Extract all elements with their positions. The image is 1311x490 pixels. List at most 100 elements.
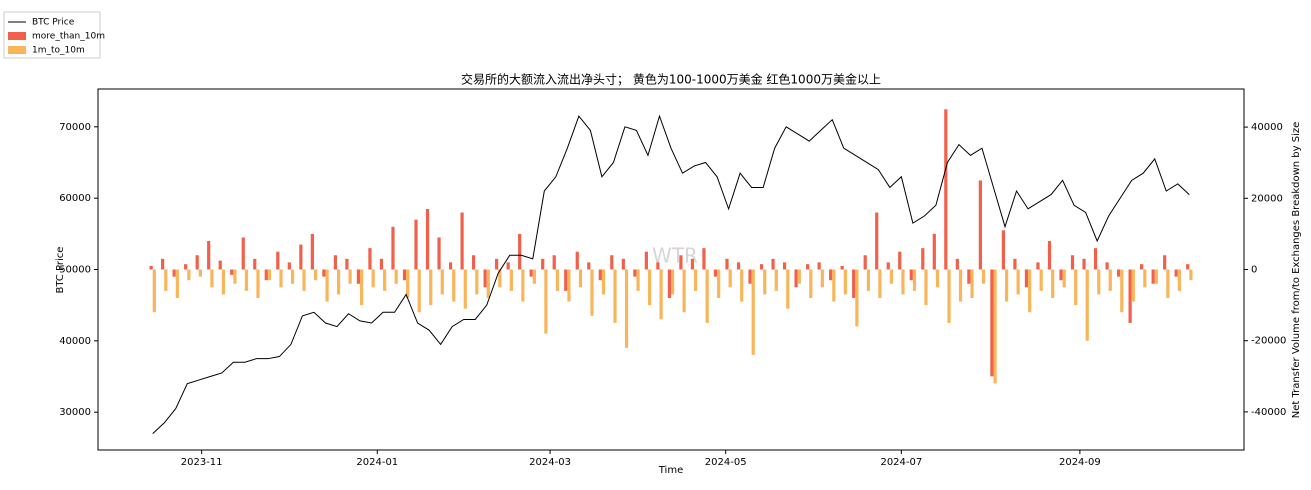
bar bbox=[406, 269, 410, 298]
bar bbox=[1013, 258, 1017, 270]
bar bbox=[1062, 269, 1066, 288]
legend-label: BTC Price bbox=[32, 18, 75, 28]
bar bbox=[518, 233, 522, 270]
bar bbox=[172, 269, 176, 277]
bar bbox=[555, 269, 560, 291]
bar bbox=[1108, 269, 1112, 291]
bar bbox=[336, 269, 341, 295]
bar bbox=[498, 269, 502, 288]
bar bbox=[506, 262, 510, 270]
x-tick-label: 2024-07 bbox=[880, 457, 922, 468]
bar bbox=[921, 248, 925, 270]
bar bbox=[575, 251, 579, 270]
bar bbox=[1005, 269, 1009, 302]
bar bbox=[855, 269, 859, 327]
y-axis-label: BTC Price bbox=[55, 247, 66, 294]
x-axis-label: Time bbox=[658, 465, 683, 476]
bar bbox=[717, 269, 721, 298]
bar bbox=[671, 269, 675, 295]
bar bbox=[889, 269, 894, 284]
bar bbox=[495, 258, 499, 270]
bar bbox=[1082, 258, 1086, 270]
bar bbox=[1166, 269, 1170, 298]
y2-tick-label: 20000 bbox=[1251, 193, 1283, 204]
bar bbox=[806, 264, 810, 270]
bar bbox=[348, 269, 352, 284]
bar bbox=[210, 269, 214, 288]
bar bbox=[290, 269, 295, 284]
bar bbox=[610, 255, 614, 270]
bar bbox=[682, 269, 686, 313]
bar bbox=[866, 269, 870, 291]
bar bbox=[924, 269, 928, 306]
bar bbox=[901, 269, 905, 295]
bar bbox=[981, 269, 986, 284]
bar bbox=[644, 251, 648, 270]
bar bbox=[601, 269, 606, 295]
bar bbox=[852, 269, 856, 298]
x-tick-label: 2023-11 bbox=[181, 457, 223, 468]
bar bbox=[578, 269, 583, 288]
bar bbox=[532, 269, 536, 284]
bar bbox=[356, 269, 361, 284]
bar bbox=[267, 269, 272, 281]
bar bbox=[218, 260, 222, 270]
bar bbox=[429, 269, 433, 306]
legend-swatch bbox=[8, 32, 26, 40]
bar bbox=[509, 269, 513, 291]
bar bbox=[1143, 269, 1147, 288]
bar bbox=[391, 226, 395, 270]
bar bbox=[751, 269, 755, 355]
bar bbox=[636, 269, 640, 291]
bar bbox=[564, 269, 568, 291]
price-line bbox=[152, 114, 1190, 434]
bar bbox=[1140, 264, 1144, 270]
bar bbox=[1189, 269, 1193, 281]
legend-label: 1m_to_10m bbox=[32, 46, 85, 56]
bar bbox=[1016, 269, 1020, 295]
bar bbox=[241, 237, 245, 270]
bar bbox=[797, 269, 801, 284]
bar bbox=[198, 269, 202, 277]
bar bbox=[379, 258, 384, 270]
bar bbox=[944, 109, 948, 270]
bar bbox=[1024, 269, 1029, 288]
bar bbox=[694, 269, 698, 291]
bar bbox=[1051, 269, 1055, 298]
bar bbox=[659, 269, 663, 320]
bar bbox=[947, 269, 951, 323]
bar bbox=[955, 258, 959, 270]
bar bbox=[1174, 269, 1178, 277]
bar bbox=[863, 255, 867, 270]
bar bbox=[475, 269, 479, 295]
bar bbox=[1070, 255, 1075, 270]
bar bbox=[302, 269, 306, 291]
bar bbox=[878, 269, 882, 298]
bar bbox=[1047, 241, 1052, 270]
bar bbox=[333, 255, 337, 270]
bar bbox=[817, 262, 821, 270]
bar bbox=[529, 269, 533, 277]
bar bbox=[809, 269, 813, 298]
legend-swatch bbox=[8, 46, 26, 54]
bar bbox=[990, 269, 994, 377]
bar bbox=[1186, 264, 1190, 270]
bar bbox=[368, 248, 372, 270]
bar bbox=[633, 269, 637, 277]
bar bbox=[287, 262, 291, 270]
bar bbox=[782, 262, 787, 270]
bar bbox=[820, 269, 824, 288]
bar bbox=[1105, 262, 1109, 270]
y2-tick-label: 40000 bbox=[1251, 122, 1283, 133]
bar bbox=[184, 264, 188, 270]
bar bbox=[843, 269, 847, 295]
bar bbox=[521, 269, 525, 302]
bar bbox=[667, 269, 671, 298]
bar bbox=[840, 265, 844, 270]
bar bbox=[656, 262, 660, 270]
y2-tick-label: 0 bbox=[1251, 265, 1257, 276]
bar bbox=[1163, 255, 1167, 270]
bar bbox=[207, 241, 211, 270]
bar bbox=[832, 269, 836, 302]
